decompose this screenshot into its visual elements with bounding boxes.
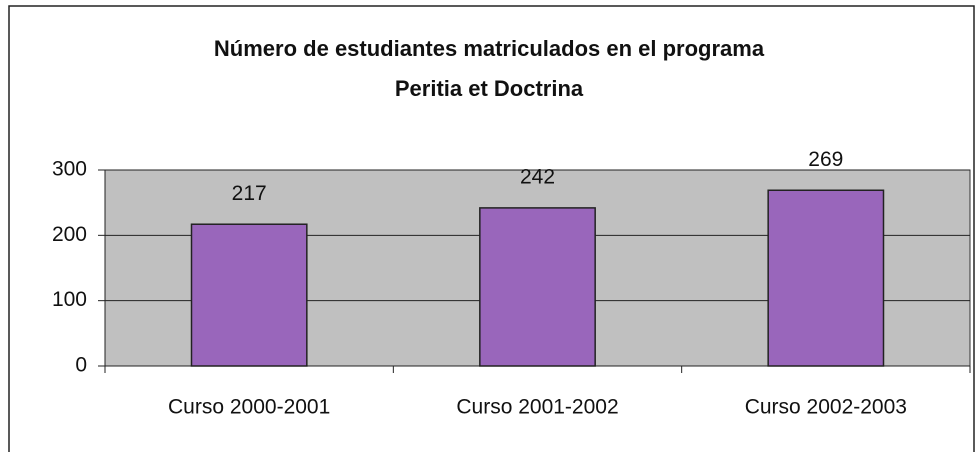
data-label: 217 (232, 182, 267, 205)
y-tick-label: 0 (75, 354, 87, 377)
x-tick-label: Curso 2000-2001 (168, 396, 330, 419)
data-label: 269 (808, 148, 843, 171)
data-label: 242 (520, 165, 555, 188)
x-tick-label: Curso 2002-2003 (745, 396, 907, 419)
chart-title: Número de estudiantes matriculados en el… (214, 36, 765, 61)
y-tick-label: 300 (52, 158, 87, 181)
y-tick-label: 200 (52, 223, 87, 246)
bar (767, 189, 885, 367)
chart-title: Peritia et Doctrina (395, 76, 584, 101)
y-tick-label: 100 (52, 288, 87, 311)
bar (190, 223, 308, 367)
bar (479, 207, 596, 367)
x-tick-label: Curso 2001-2002 (456, 396, 618, 419)
